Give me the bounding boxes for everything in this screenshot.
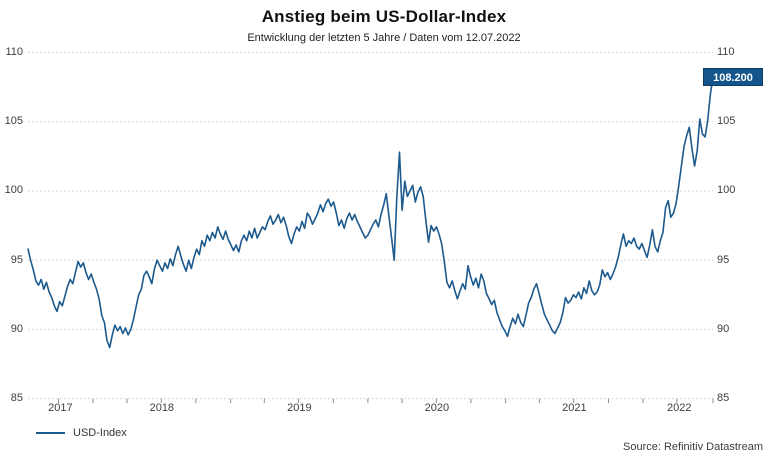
y-axis-label: 85 xyxy=(10,392,23,405)
legend: USD-Index xyxy=(36,426,127,440)
y-axis-label: 95 xyxy=(717,253,730,266)
x-axis-label: 2018 xyxy=(149,402,175,414)
x-axis-label: 2020 xyxy=(424,402,450,414)
y-axis-label: 90 xyxy=(10,322,23,335)
y-axis-label: 100 xyxy=(4,184,23,197)
x-axis-label: 2021 xyxy=(562,402,587,414)
x-axis-label: 2022 xyxy=(667,402,692,414)
y-axis-label: 105 xyxy=(4,115,23,128)
y-axis-label: 85 xyxy=(717,392,730,405)
y-axis-label: 90 xyxy=(717,322,730,335)
last-value-badge: 108.200 xyxy=(703,68,763,86)
legend-line-swatch xyxy=(36,432,65,434)
y-axis-label: 105 xyxy=(717,115,736,128)
source-credit: Source: Refinitiv Datastream xyxy=(623,441,763,453)
x-axis-label: 2017 xyxy=(48,402,73,414)
usd-index-line xyxy=(27,76,714,349)
y-axis-label: 110 xyxy=(717,46,735,58)
x-axis-label: 2019 xyxy=(287,402,312,414)
chart-subtitle: Entwicklung der letzten 5 Jahre / Daten … xyxy=(247,32,521,44)
chart-title: Anstieg beim US-Dollar-Index xyxy=(261,7,507,26)
y-axis-label: 110 xyxy=(5,46,23,58)
legend-label: USD-Index xyxy=(73,427,127,439)
y-axis-label: 100 xyxy=(717,184,736,197)
y-axis-label: 95 xyxy=(10,253,23,266)
